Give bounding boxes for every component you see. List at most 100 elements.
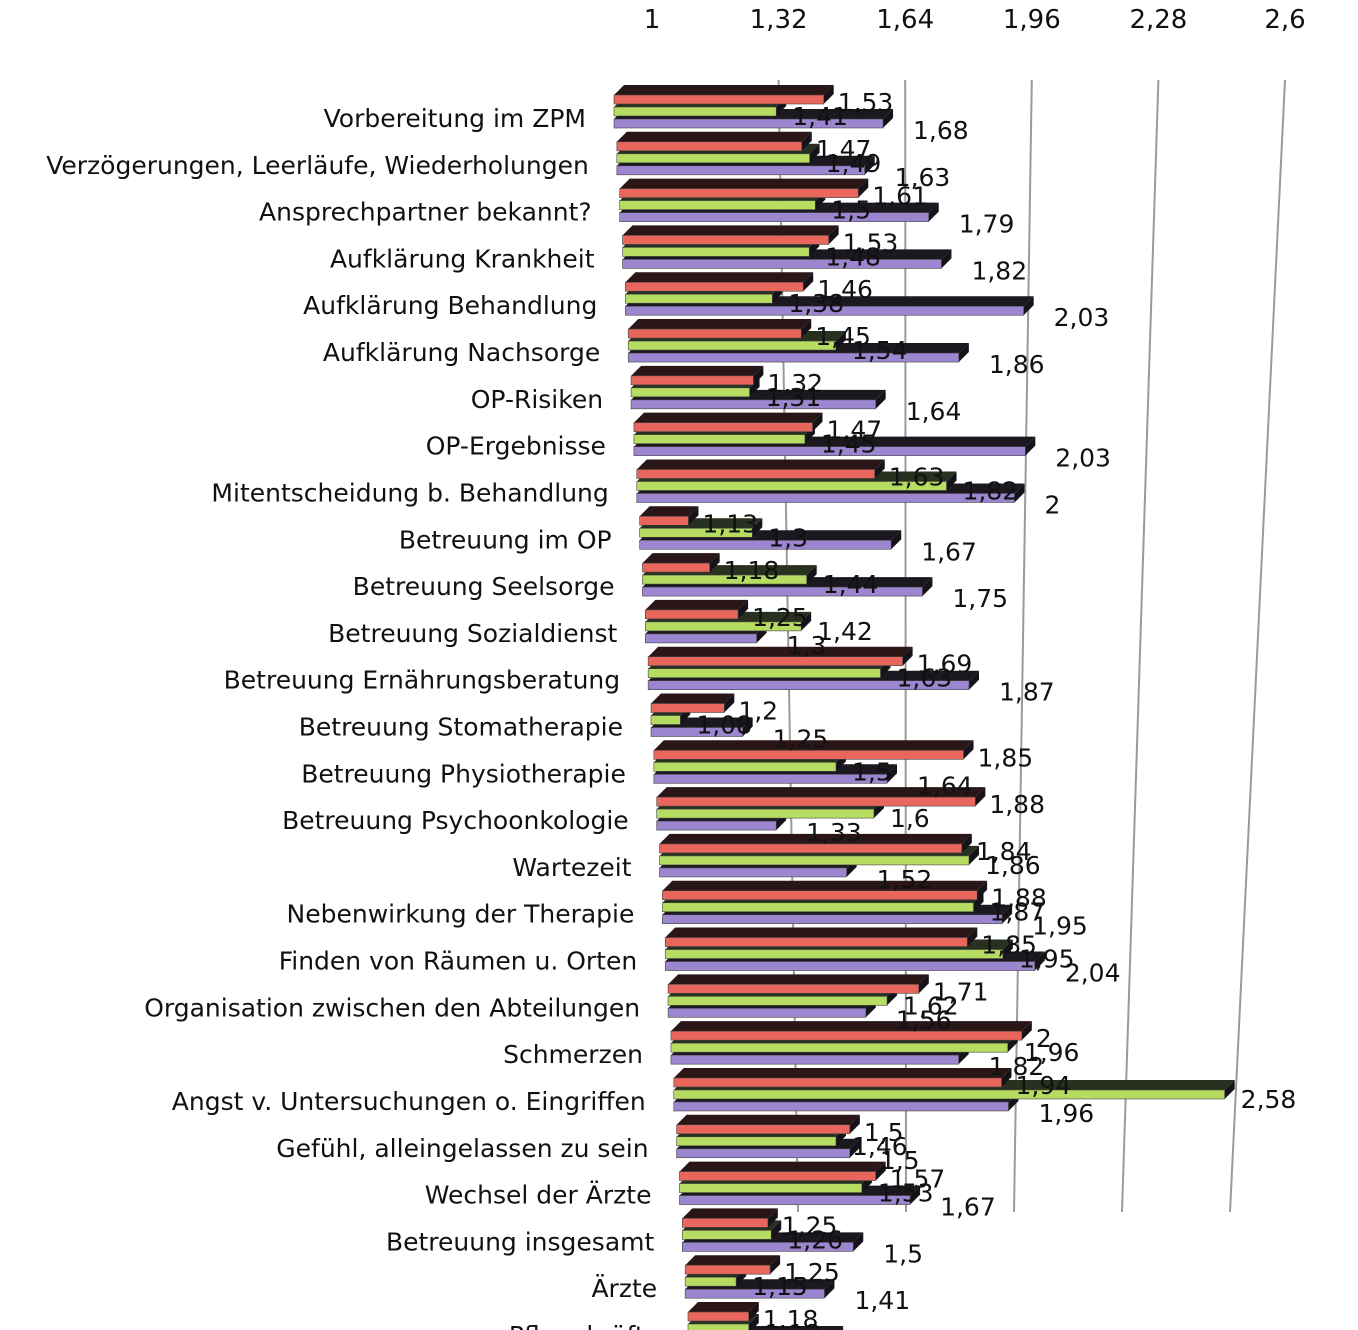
bar-side bbox=[1002, 904, 1013, 924]
value-label: 1,25 bbox=[752, 603, 808, 632]
bar bbox=[682, 1242, 854, 1252]
bar-side bbox=[849, 1114, 860, 1134]
value-label: 1,63 bbox=[896, 664, 952, 693]
bar bbox=[625, 281, 804, 292]
value-label: 2 bbox=[1036, 1024, 1052, 1053]
bar-side bbox=[812, 412, 823, 432]
bar bbox=[627, 352, 960, 363]
bar bbox=[659, 867, 847, 878]
value-label: 1,13 bbox=[702, 509, 758, 538]
bar bbox=[616, 141, 803, 152]
bar-side bbox=[801, 319, 812, 339]
bar bbox=[616, 153, 810, 164]
bar-side bbox=[864, 155, 875, 175]
value-label: 1,26 bbox=[787, 1225, 843, 1254]
value-label: 1,67 bbox=[940, 1193, 996, 1222]
value-label: 1,5 bbox=[831, 196, 871, 225]
value-label: 1,87 bbox=[990, 898, 1046, 927]
value-label: 1,75 bbox=[952, 584, 1008, 613]
bar bbox=[647, 656, 903, 666]
value-label: 2,58 bbox=[1241, 1085, 1297, 1114]
bar bbox=[664, 949, 1004, 959]
bar-depth bbox=[688, 1302, 759, 1312]
value-label: 1,88 bbox=[991, 884, 1047, 913]
category-label: Aufklärung Krankheit bbox=[330, 244, 595, 273]
bar-depth bbox=[676, 1114, 860, 1125]
bar bbox=[684, 1264, 771, 1275]
bar bbox=[664, 961, 1036, 971]
bar bbox=[667, 1008, 867, 1018]
bar-side bbox=[1025, 436, 1036, 456]
category-label: Pflegekräfte bbox=[509, 1321, 660, 1330]
value-label: 1,46 bbox=[852, 1132, 908, 1161]
value-label: 1,42 bbox=[817, 617, 873, 646]
bar-side bbox=[902, 646, 913, 666]
value-label: 1,88 bbox=[989, 790, 1045, 819]
bar-depth bbox=[619, 178, 869, 189]
category-label: Aufklärung Behandlung bbox=[303, 291, 597, 320]
bar bbox=[650, 703, 725, 713]
value-label: 1,47 bbox=[827, 416, 883, 445]
bar-side bbox=[874, 459, 885, 479]
x-tick-label: 1,32 bbox=[750, 5, 808, 35]
value-label: 1,45 bbox=[815, 322, 871, 351]
gridline bbox=[1229, 79, 1286, 1213]
category-label: Betreuung Ernährungsberatung bbox=[224, 666, 621, 695]
bar-side bbox=[753, 365, 764, 385]
bar-depth bbox=[682, 1208, 778, 1219]
bar bbox=[682, 1218, 769, 1228]
bar-side bbox=[963, 740, 974, 760]
bar bbox=[642, 586, 923, 597]
bar-depth bbox=[685, 1255, 781, 1266]
value-label: 1,63 bbox=[889, 462, 945, 491]
bar bbox=[619, 212, 930, 222]
value-label: 1,53 bbox=[878, 1179, 934, 1208]
bar-side bbox=[767, 1208, 778, 1228]
value-label: 1,52 bbox=[877, 865, 933, 894]
bar-side bbox=[806, 565, 817, 585]
bar-side bbox=[1021, 1021, 1032, 1041]
value-label: 1,25 bbox=[773, 725, 829, 754]
value-label: 1,33 bbox=[806, 818, 862, 847]
bar bbox=[676, 1136, 837, 1147]
bar-depth bbox=[659, 833, 972, 844]
bar bbox=[627, 328, 802, 339]
category-label: Organisation zwischen den Abteilungen bbox=[144, 993, 640, 1022]
bar bbox=[650, 715, 681, 725]
bar bbox=[670, 1030, 1023, 1041]
value-label: 1,41 bbox=[854, 1286, 910, 1315]
value-label: 1,48 bbox=[825, 242, 881, 271]
bar-side bbox=[891, 530, 902, 550]
bar bbox=[647, 668, 881, 678]
bar bbox=[670, 1054, 959, 1065]
value-label: 1,61 bbox=[872, 182, 928, 211]
bar-side bbox=[975, 787, 986, 807]
bar-side bbox=[752, 518, 763, 538]
bar-side bbox=[1224, 1079, 1235, 1099]
category-label: Betreuung Seelsorge bbox=[353, 572, 615, 601]
bar bbox=[639, 539, 892, 550]
bar bbox=[659, 855, 970, 866]
category-label: Betreuung Physiotherapie bbox=[301, 759, 626, 788]
value-label: 1,08 bbox=[696, 711, 752, 740]
category-label: OP-Risiken bbox=[471, 385, 603, 414]
bar bbox=[625, 305, 1024, 316]
value-label: 1,5 bbox=[864, 1118, 904, 1147]
value-label: 1,44 bbox=[823, 570, 879, 599]
bar bbox=[656, 820, 777, 831]
bar-side bbox=[849, 1138, 860, 1158]
bar bbox=[622, 247, 810, 257]
value-label: 1,45 bbox=[821, 430, 877, 459]
category-label: Schmerzen bbox=[503, 1040, 643, 1069]
category-label: Mitentscheidung b. Behandlung bbox=[211, 478, 608, 507]
category-label: Betreuung Stomatherapie bbox=[299, 713, 623, 742]
bar bbox=[616, 165, 865, 176]
bar bbox=[645, 633, 757, 644]
value-label: 1,82 bbox=[971, 256, 1027, 285]
value-label: 1,86 bbox=[985, 851, 1041, 880]
category-label: Betreuung im OP bbox=[399, 525, 612, 554]
category-label: Vorbereitung im ZPM bbox=[324, 104, 586, 133]
bar bbox=[645, 609, 739, 620]
bar-side bbox=[1002, 939, 1013, 959]
value-label: 1,5 bbox=[880, 1146, 920, 1175]
